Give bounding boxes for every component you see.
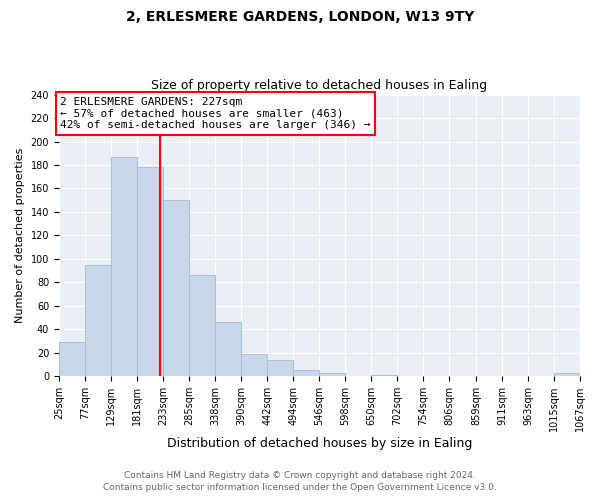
Bar xyxy=(111,157,137,376)
Text: 2 ERLESMERE GARDENS: 227sqm
← 57% of detached houses are smaller (463)
42% of se: 2 ERLESMERE GARDENS: 227sqm ← 57% of det… xyxy=(61,97,371,130)
Bar xyxy=(189,276,215,376)
Bar xyxy=(85,265,111,376)
Bar xyxy=(554,373,580,376)
Text: Contains HM Land Registry data © Crown copyright and database right 2024.
Contai: Contains HM Land Registry data © Crown c… xyxy=(103,471,497,492)
Bar xyxy=(241,354,268,376)
Bar xyxy=(59,342,85,376)
Bar xyxy=(268,360,293,376)
Bar xyxy=(319,373,346,376)
Bar xyxy=(371,375,397,376)
Bar xyxy=(137,168,163,376)
Y-axis label: Number of detached properties: Number of detached properties xyxy=(15,148,25,323)
Title: Size of property relative to detached houses in Ealing: Size of property relative to detached ho… xyxy=(151,79,488,92)
Bar xyxy=(293,370,319,376)
Bar xyxy=(215,322,241,376)
Bar xyxy=(163,200,189,376)
X-axis label: Distribution of detached houses by size in Ealing: Distribution of detached houses by size … xyxy=(167,437,472,450)
Text: 2, ERLESMERE GARDENS, LONDON, W13 9TY: 2, ERLESMERE GARDENS, LONDON, W13 9TY xyxy=(126,10,474,24)
